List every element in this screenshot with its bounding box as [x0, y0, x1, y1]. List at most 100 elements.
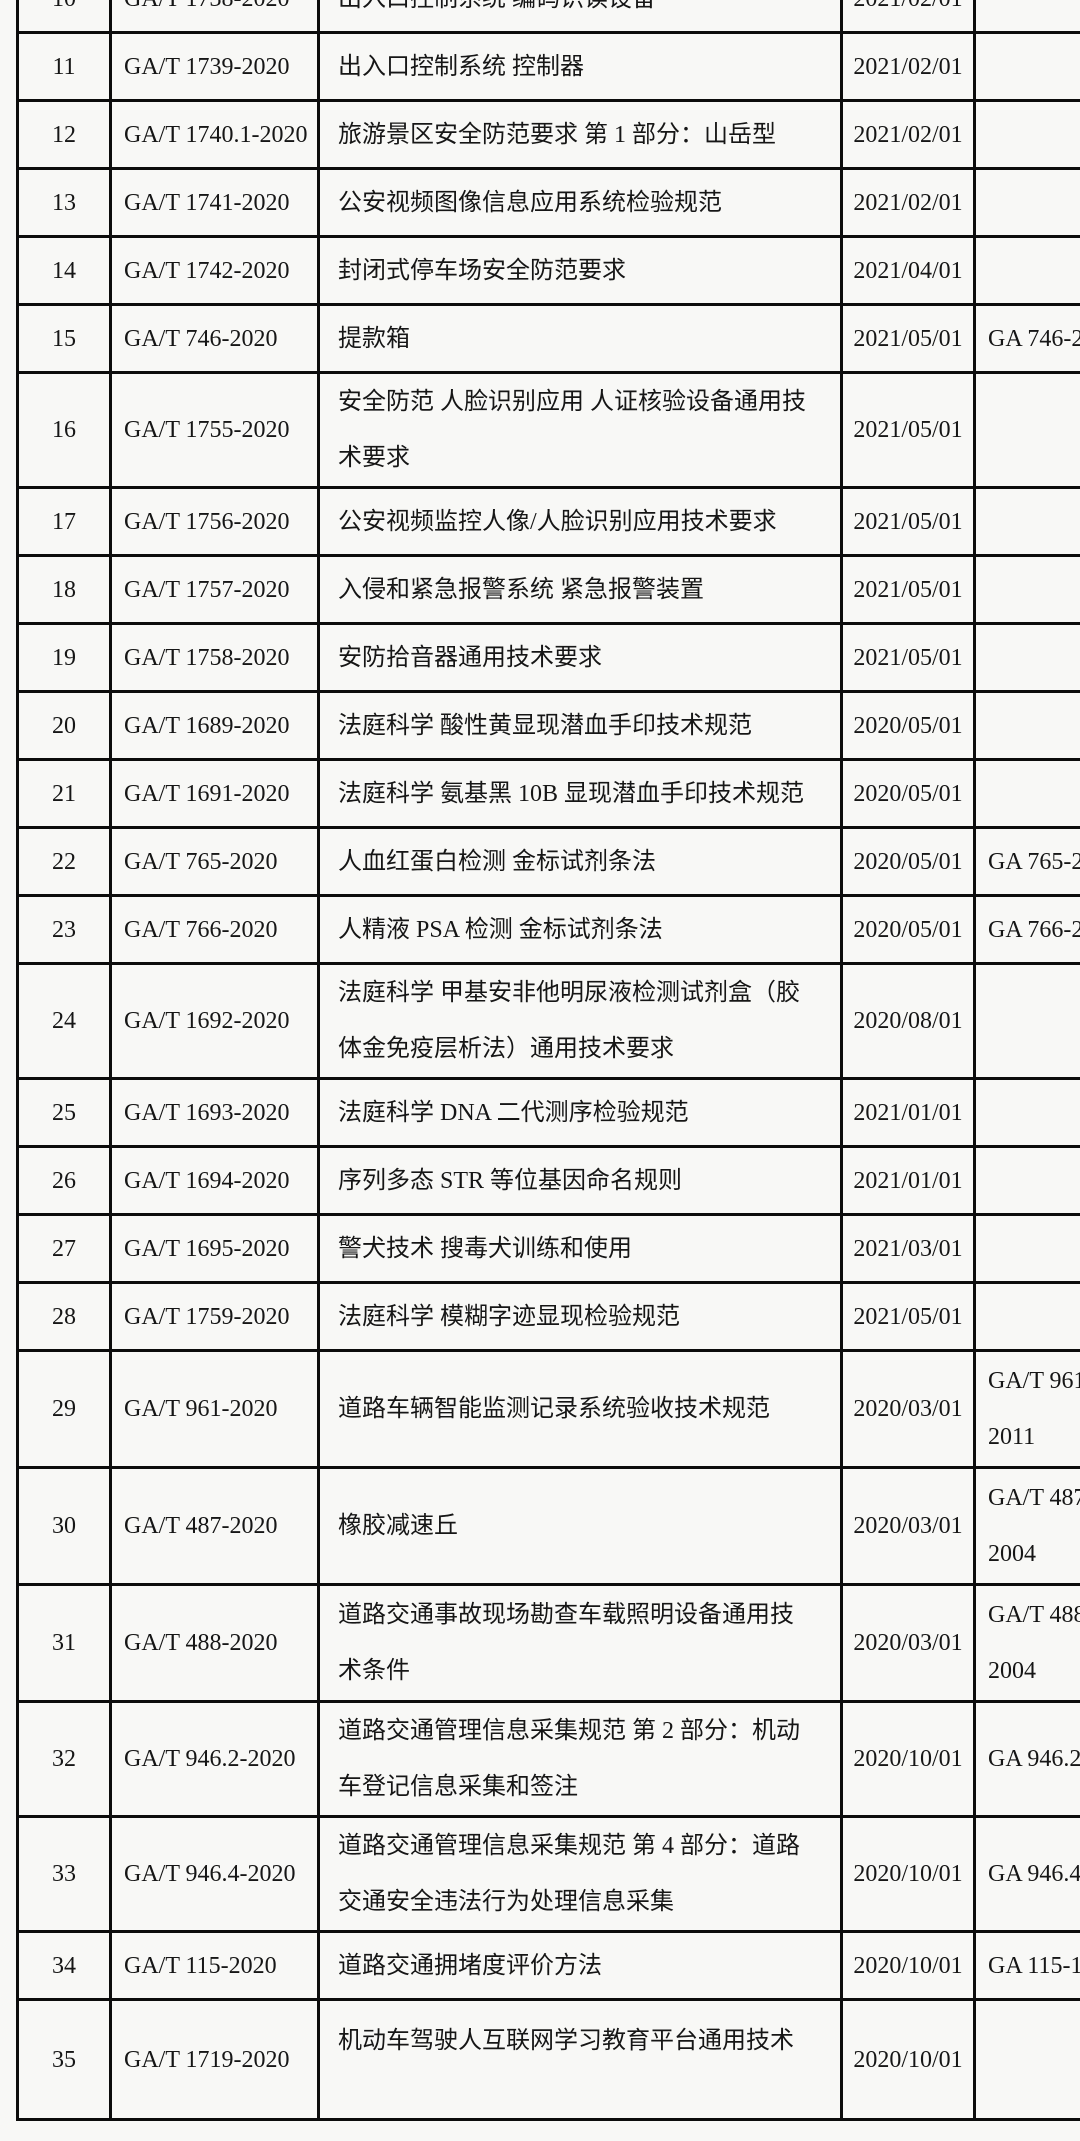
standard-code-cell: GA/T 1694-2020 — [109, 1145, 320, 1216]
implementation-date-cell: 2021/02/01 — [840, 167, 976, 238]
table-row: 16 GA/T 1755-2020 安全防范 人脸识别应用 人证核验设备通用技 术要… — [16, 371, 1080, 489]
standard-code-cell: GA/T 1738-2020 — [109, 0, 320, 34]
implementation-date-cell: 2020/05/01 — [840, 690, 976, 761]
implementation-date-cell: 2020/10/01 — [840, 1815, 976, 1933]
table-row: 24 GA/T 1692-2020 法庭科学 甲基安非他明尿液检测试剂盒（胶 体金免… — [16, 962, 1080, 1080]
replaced-standard-cell: GA/T 487- 2004 — [973, 1466, 1080, 1586]
row-number-cell: 26 — [16, 1145, 112, 1216]
standard-name-cell: 道路交通事故现场勘查车载照明设备通用技 术条件 — [317, 1583, 843, 1703]
standard-code-cell: GA/T 1742-2020 — [109, 235, 320, 306]
implementation-date-cell: 2021/01/01 — [840, 1077, 976, 1148]
standard-name-cell: 道路交通管理信息采集规范 第 2 部分：机动 车登记信息采集和签注 — [317, 1700, 843, 1818]
table-row: 11 GA/T 1739-2020 出入口控制系统 控制器 2021/02/01 — [16, 31, 1080, 102]
row-number-cell: 12 — [16, 99, 112, 170]
table-row: 14 GA/T 1742-2020 封闭式停车场安全防范要求 2021/04/01 — [16, 235, 1080, 306]
replaced-standard-cell — [973, 167, 1080, 238]
table-row: 18 GA/T 1757-2020 入侵和紧急报警系统 紧急报警装置 2021/05/… — [16, 554, 1080, 625]
implementation-date-cell: 2021/05/01 — [840, 371, 976, 489]
standard-name-cell: 人血红蛋白检测 金标试剂条法 — [317, 826, 843, 897]
standard-name-cell: 法庭科学 酸性黄显现潜血手印技术规范 — [317, 690, 843, 761]
implementation-date-cell: 2021/04/01 — [840, 235, 976, 306]
implementation-date-cell: 2021/01/01 — [840, 1145, 976, 1216]
standard-name-cell: 安全防范 人脸识别应用 人证核验设备通用技 术要求 — [317, 371, 843, 489]
row-number-cell: 23 — [16, 894, 112, 965]
implementation-date-cell: 2020/05/01 — [840, 894, 976, 965]
row-number-cell: 28 — [16, 1281, 112, 1352]
row-number-cell: 25 — [16, 1077, 112, 1148]
standard-code-cell: GA/T 1758-2020 — [109, 622, 320, 693]
row-number-cell: 15 — [16, 303, 112, 374]
standard-code-cell: GA/T 1755-2020 — [109, 371, 320, 489]
table-row: 26 GA/T 1694-2020 序列多态 STR 等位基因命名规则 2021/01… — [16, 1145, 1080, 1216]
table-row: 34 GA/T 115-2020 道路交通拥堵度评价方法 2020/10/01 GA 1… — [16, 1930, 1080, 2001]
replaced-standard-cell — [973, 758, 1080, 829]
row-number-cell: 27 — [16, 1213, 112, 1284]
standard-name-cell: 警犬技术 搜毒犬训练和使用 — [317, 1213, 843, 1284]
standard-name-cell: 出入口控制系统 控制器 — [317, 31, 843, 102]
standard-name-cell: 道路车辆智能监测记录系统验收技术规范 — [317, 1349, 843, 1469]
standard-name-cell: 封闭式停车场安全防范要求 — [317, 235, 843, 306]
standard-code-cell: GA/T 488-2020 — [109, 1583, 320, 1703]
standard-name-cell: 公安视频监控人像/人脸识别应用技术要求 — [317, 486, 843, 557]
standard-code-cell: GA/T 115-2020 — [109, 1930, 320, 2001]
standard-name-cell: 机动车驾驶人互联网学习教育平台通用技术 — [317, 1998, 843, 2121]
standard-code-cell: GA/T 1692-2020 — [109, 962, 320, 1080]
standard-code-cell: GA/T 1693-2020 — [109, 1077, 320, 1148]
table-row: 25 GA/T 1693-2020 法庭科学 DNA 二代测序检验规范 2021/01… — [16, 1077, 1080, 1148]
replaced-standard-cell: GA 946.2-2011 — [973, 1700, 1080, 1818]
row-number-cell: 13 — [16, 167, 112, 238]
replaced-standard-cell: GA/T 961- 2011 — [973, 1349, 1080, 1469]
standard-name-cell: 旅游景区安全防范要求 第 1 部分：山岳型 — [317, 99, 843, 170]
row-number-cell: 31 — [16, 1583, 112, 1703]
standard-code-cell: GA/T 1757-2020 — [109, 554, 320, 625]
row-number-cell: 22 — [16, 826, 112, 897]
implementation-date-cell: 2021/02/01 — [840, 99, 976, 170]
replaced-standard-cell — [973, 690, 1080, 761]
standard-name-cell: 提款箱 — [317, 303, 843, 374]
replaced-standard-cell — [973, 1213, 1080, 1284]
row-number-cell: 35 — [16, 1998, 112, 2121]
table-row: 27 GA/T 1695-2020 警犬技术 搜毒犬训练和使用 2021/03/01 — [16, 1213, 1080, 1284]
standard-name-cell: 入侵和紧急报警系统 紧急报警装置 — [317, 554, 843, 625]
table-row: 35 GA/T 1719-2020 机动车驾驶人互联网学习教育平台通用技术 2020/… — [16, 1998, 1080, 2121]
table-row: 20 GA/T 1689-2020 法庭科学 酸性黄显现潜血手印技术规范 2020/0… — [16, 690, 1080, 761]
replaced-standard-cell — [973, 235, 1080, 306]
implementation-date-cell: 2020/10/01 — [840, 1700, 976, 1818]
standard-name-cell: 人精液 PSA 检测 金标试剂条法 — [317, 894, 843, 965]
standard-code-cell: GA/T 487-2020 — [109, 1466, 320, 1586]
row-number-cell: 32 — [16, 1700, 112, 1818]
standard-code-cell: GA/T 961-2020 — [109, 1349, 320, 1469]
standard-name-cell: 法庭科学 甲基安非他明尿液检测试剂盒（胶 体金免疫层析法）通用技术要求 — [317, 962, 843, 1080]
implementation-date-cell: 2020/05/01 — [840, 758, 976, 829]
standard-code-cell: GA/T 746-2020 — [109, 303, 320, 374]
implementation-date-cell: 2020/03/01 — [840, 1349, 976, 1469]
row-number-cell: 30 — [16, 1466, 112, 1586]
table-row: 22 GA/T 765-2020 人血红蛋白检测 金标试剂条法 2020/05/01 G… — [16, 826, 1080, 897]
replaced-standard-cell — [973, 1998, 1080, 2121]
table-row: 32 GA/T 946.2-2020 道路交通管理信息采集规范 第 2 部分：机动 … — [16, 1700, 1080, 1818]
standard-code-cell: GA/T 1689-2020 — [109, 690, 320, 761]
standard-name-cell: 法庭科学 氨基黑 10B 显现潜血手印技术规范 — [317, 758, 843, 829]
row-number-cell: 29 — [16, 1349, 112, 1469]
table-row: 17 GA/T 1756-2020 公安视频监控人像/人脸识别应用技术要求 2021/… — [16, 486, 1080, 557]
row-number-cell: 19 — [16, 622, 112, 693]
row-number-cell: 34 — [16, 1930, 112, 2001]
standard-name-cell: 法庭科学 模糊字迹显现检验规范 — [317, 1281, 843, 1352]
row-number-cell: 16 — [16, 371, 112, 489]
replaced-standard-cell — [973, 31, 1080, 102]
standard-code-cell: GA/T 1740.1-2020 — [109, 99, 320, 170]
replaced-standard-cell — [973, 99, 1080, 170]
row-number-cell: 10 — [16, 0, 112, 34]
standard-code-cell: GA/T 1719-2020 — [109, 1998, 320, 2121]
row-number-cell: 24 — [16, 962, 112, 1080]
implementation-date-cell: 2021/05/01 — [840, 622, 976, 693]
replaced-standard-cell — [973, 371, 1080, 489]
replaced-standard-cell: GA 746-2008 — [973, 303, 1080, 374]
standard-name-cell: 橡胶减速丘 — [317, 1466, 843, 1586]
replaced-standard-cell: GA 946.4-2011 — [973, 1815, 1080, 1933]
standard-code-cell: GA/T 1739-2020 — [109, 31, 320, 102]
row-number-cell: 21 — [16, 758, 112, 829]
